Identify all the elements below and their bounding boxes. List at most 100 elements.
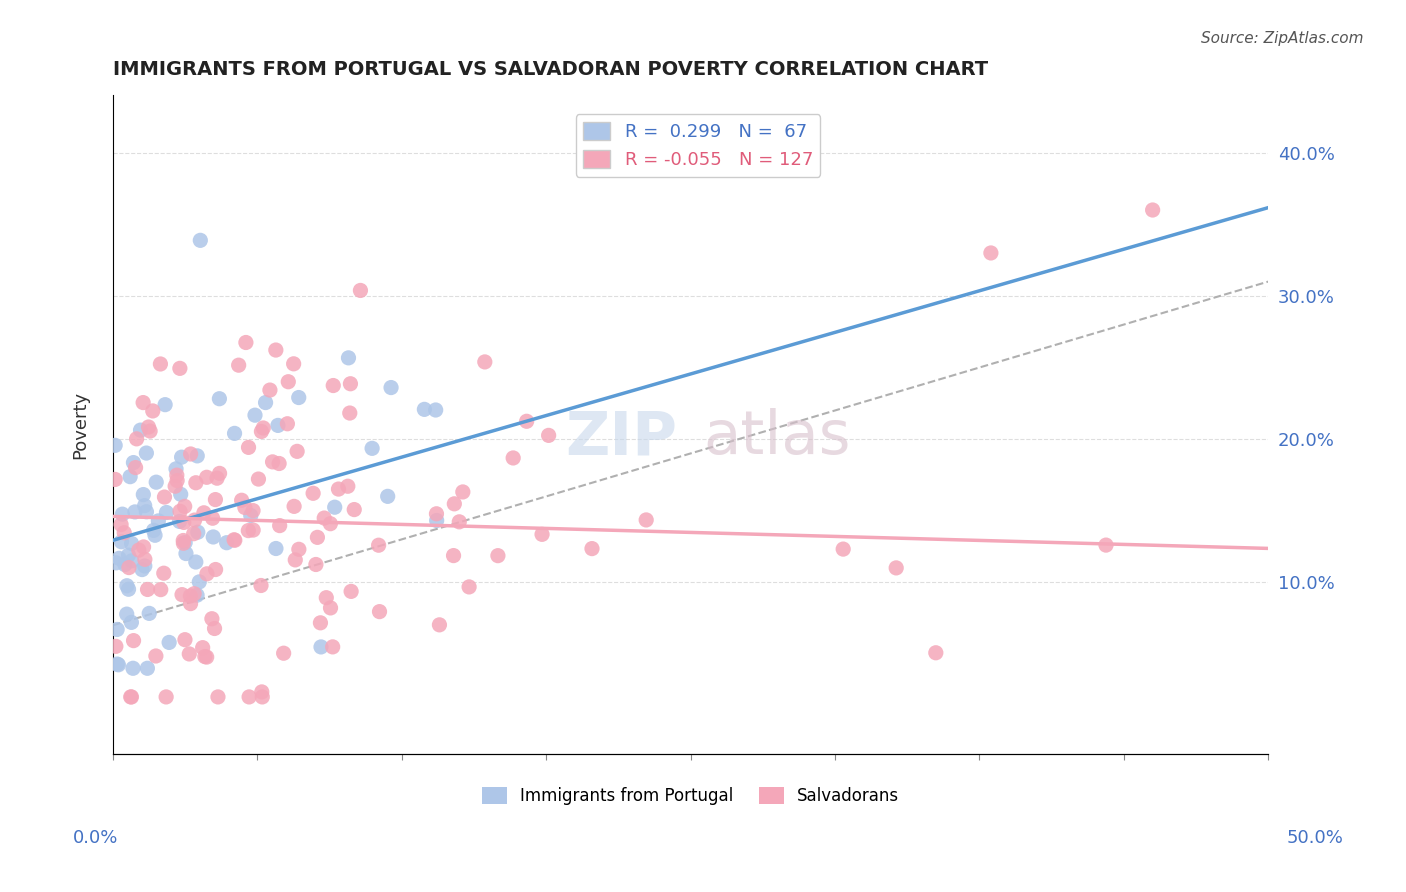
Point xyxy=(145,648,167,663)
Point xyxy=(367,538,389,552)
Point xyxy=(132,540,155,554)
Point xyxy=(188,574,211,589)
Point xyxy=(243,408,266,422)
Point xyxy=(139,424,162,438)
Point xyxy=(285,444,308,458)
Point xyxy=(224,533,246,548)
Point xyxy=(122,456,145,470)
Point xyxy=(134,552,156,566)
Point xyxy=(166,474,188,488)
Point xyxy=(138,420,160,434)
Point xyxy=(184,555,207,569)
Point xyxy=(145,475,167,490)
Point xyxy=(105,657,128,671)
Point xyxy=(173,500,195,514)
Point xyxy=(104,640,127,654)
Point xyxy=(117,582,139,597)
Point xyxy=(153,490,176,504)
Point xyxy=(531,527,554,541)
Point xyxy=(174,632,197,647)
Point xyxy=(124,460,146,475)
Point xyxy=(153,398,176,412)
Point xyxy=(142,524,165,538)
Point xyxy=(247,472,270,486)
Point xyxy=(250,578,273,592)
Point xyxy=(537,428,560,442)
Point xyxy=(1095,538,1118,552)
Point xyxy=(283,357,305,371)
Point xyxy=(305,558,328,572)
Point xyxy=(201,612,224,626)
Point xyxy=(343,502,366,516)
Point xyxy=(309,615,332,630)
Point xyxy=(136,661,159,675)
Point xyxy=(250,425,273,439)
Point xyxy=(238,524,260,538)
Point xyxy=(425,507,447,521)
Point xyxy=(169,504,191,518)
Point xyxy=(238,690,260,704)
Point xyxy=(284,553,307,567)
Point xyxy=(277,375,299,389)
Point xyxy=(319,516,342,531)
Point xyxy=(413,402,436,417)
Point xyxy=(235,335,257,350)
Point xyxy=(183,526,205,541)
Point xyxy=(180,447,202,461)
Point xyxy=(188,233,211,247)
Point xyxy=(172,533,194,548)
Point xyxy=(108,551,131,566)
Point xyxy=(129,423,152,437)
Point xyxy=(302,486,325,500)
Point xyxy=(425,403,447,417)
Point xyxy=(183,513,205,527)
Text: 0.0%: 0.0% xyxy=(73,829,118,847)
Text: ZIP: ZIP xyxy=(565,409,678,467)
Point xyxy=(135,505,157,519)
Point xyxy=(339,376,361,391)
Point xyxy=(170,588,193,602)
Point xyxy=(112,525,135,540)
Point xyxy=(194,649,217,664)
Point xyxy=(125,432,148,446)
Point xyxy=(264,343,287,357)
Text: 50.0%: 50.0% xyxy=(1286,829,1343,847)
Text: atlas: atlas xyxy=(703,409,851,467)
Point xyxy=(187,525,209,540)
Point xyxy=(233,500,256,515)
Point xyxy=(238,441,260,455)
Point xyxy=(204,562,226,576)
Point xyxy=(195,650,218,665)
Point xyxy=(104,438,127,452)
Point xyxy=(111,507,134,521)
Point xyxy=(170,487,193,501)
Point xyxy=(138,607,160,621)
Point xyxy=(377,489,399,503)
Point xyxy=(170,450,193,465)
Point xyxy=(121,554,143,568)
Point xyxy=(121,536,143,550)
Point xyxy=(149,357,172,371)
Point xyxy=(186,588,208,602)
Point xyxy=(925,646,948,660)
Point xyxy=(322,640,344,654)
Point xyxy=(252,421,274,435)
Point xyxy=(169,515,191,529)
Point xyxy=(115,579,138,593)
Point xyxy=(148,514,170,528)
Point xyxy=(239,508,262,523)
Point xyxy=(884,561,907,575)
Point xyxy=(449,515,471,529)
Point xyxy=(195,470,218,484)
Point xyxy=(180,597,202,611)
Y-axis label: Poverty: Poverty xyxy=(72,391,89,458)
Point xyxy=(323,500,346,515)
Point xyxy=(368,605,391,619)
Point xyxy=(426,514,449,528)
Point xyxy=(115,607,138,621)
Point xyxy=(165,462,187,476)
Point xyxy=(380,380,402,394)
Point xyxy=(322,378,344,392)
Point xyxy=(458,580,481,594)
Point xyxy=(132,487,155,501)
